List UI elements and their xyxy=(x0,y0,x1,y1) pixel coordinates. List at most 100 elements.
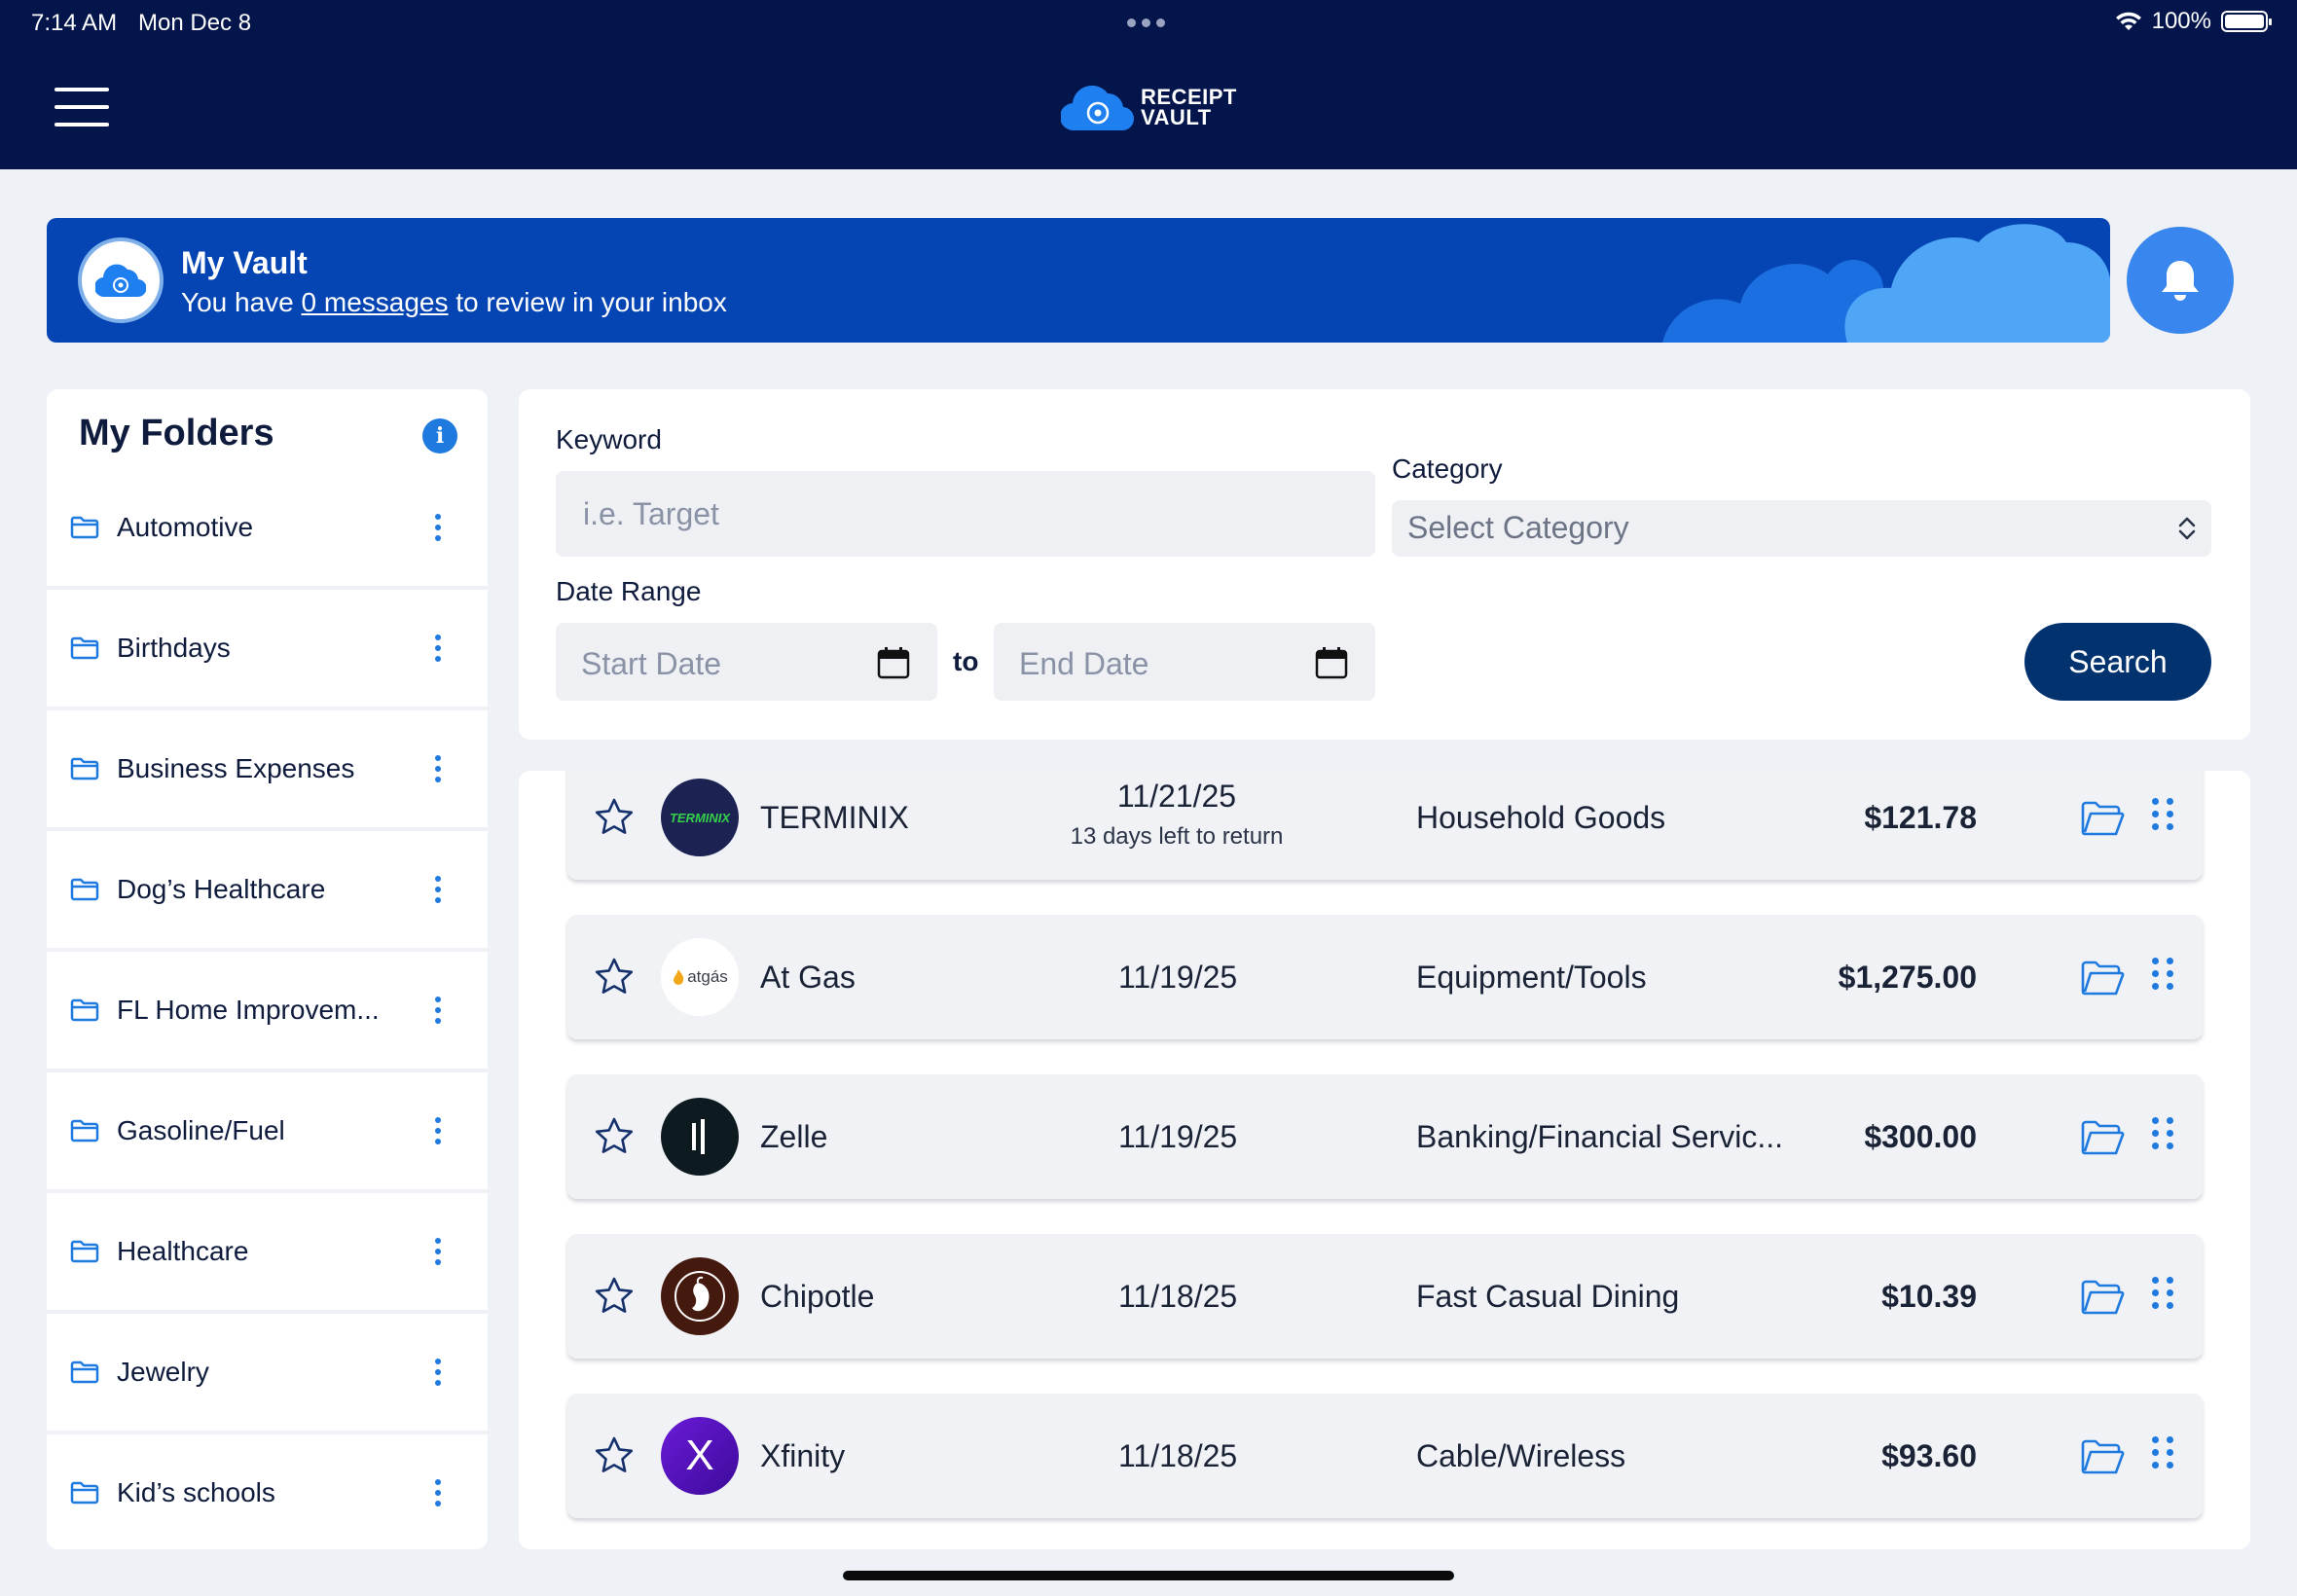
category-select-value: Select Category xyxy=(1407,510,1629,545)
bell-icon xyxy=(2162,261,2199,301)
receipt-date: 11/18/25 xyxy=(1118,1279,1238,1314)
folder-label: Business Expenses xyxy=(117,753,355,783)
return-window-note: 13 days left to return xyxy=(1070,823,1284,850)
battery-icon xyxy=(2221,11,2272,32)
receipt-amount: $300.00 xyxy=(1864,1119,1977,1154)
folder-label: Healthcare xyxy=(117,1236,249,1266)
folder-more-icon[interactable] xyxy=(431,1117,445,1144)
folder-item[interactable]: Healthcare xyxy=(47,1193,488,1314)
vault-title: My Vault xyxy=(181,245,308,280)
to-label: to xyxy=(953,646,979,676)
folder-label: Kid’s schools xyxy=(117,1477,275,1507)
receipt-date: 11/19/25 xyxy=(1118,1119,1238,1154)
folder-more-icon[interactable] xyxy=(431,514,445,541)
folder-more-icon[interactable] xyxy=(431,755,445,782)
folder-item[interactable]: Birthdays xyxy=(47,590,488,710)
receipt-date: 11/21/25 xyxy=(1116,779,1237,814)
favorite-star-icon[interactable] xyxy=(593,796,636,839)
receipt-date: 11/19/25 xyxy=(1118,960,1238,995)
hamburger-menu-button[interactable] xyxy=(55,88,109,127)
favorite-star-icon[interactable] xyxy=(593,1275,636,1318)
zelle-icon xyxy=(692,1119,705,1154)
move-to-folder-icon[interactable] xyxy=(2080,1279,2125,1316)
folder-icon xyxy=(70,1240,99,1263)
status-right: 100% xyxy=(2115,8,2272,35)
folder-icon xyxy=(70,878,99,901)
vault-cloud-icon xyxy=(95,264,146,298)
folders-panel: My Folders i Automotive Birthdays Business… xyxy=(47,389,488,1549)
drag-handle-icon[interactable] xyxy=(2152,958,2173,990)
folder-item[interactable]: Dog’s Healthcare xyxy=(47,831,488,952)
wifi-icon xyxy=(2115,12,2141,30)
vault-message-prefix: You have xyxy=(181,287,302,317)
folder-label: Jewelry xyxy=(117,1357,209,1387)
keyword-input[interactable] xyxy=(556,471,1375,557)
folder-item[interactable]: Jewelry xyxy=(47,1314,488,1434)
folder-more-icon[interactable] xyxy=(431,1479,445,1506)
folder-icon xyxy=(70,516,99,539)
drag-handle-icon[interactable] xyxy=(2152,798,2173,830)
messages-link[interactable]: 0 messages xyxy=(301,287,449,317)
receipt-row[interactable]: Zelle 11/19/25 Banking/Financial Servic...… xyxy=(567,1074,2203,1199)
receipt-row[interactable]: TERMINIX TERMINIX 11/21/25 13 days left to … xyxy=(567,771,2203,880)
folder-more-icon[interactable] xyxy=(431,635,445,662)
logo-text: X xyxy=(685,1432,714,1479)
atgas-logo: atgás xyxy=(661,938,739,1016)
move-to-folder-icon[interactable] xyxy=(2080,1119,2125,1156)
folder-item[interactable]: Kid’s schools xyxy=(47,1434,488,1549)
multitasking-dots-icon[interactable] xyxy=(1127,18,1165,27)
logo-line-1: RECEIPT xyxy=(1141,85,1237,109)
folder-icon xyxy=(70,998,99,1022)
category-label: Category xyxy=(1392,453,1503,484)
folder-more-icon[interactable] xyxy=(431,997,445,1024)
info-icon[interactable]: i xyxy=(422,418,457,453)
favorite-star-icon[interactable] xyxy=(593,1115,636,1158)
receipt-amount: $93.60 xyxy=(1881,1438,1977,1473)
drag-handle-icon[interactable] xyxy=(2152,1277,2173,1309)
zelle-logo xyxy=(661,1098,739,1176)
search-button[interactable]: Search xyxy=(2024,623,2211,701)
folder-icon xyxy=(70,1360,99,1384)
search-panel: Keyword Category Select Category Date Ra… xyxy=(519,389,2250,740)
status-time: 7:14 AM xyxy=(31,10,118,36)
category-select[interactable]: Select Category xyxy=(1392,500,2211,557)
receipt-row[interactable]: Chipotle 11/18/25 Fast Casual Dining $10.39 xyxy=(567,1234,2203,1359)
folder-label: Dog’s Healthcare xyxy=(117,874,326,904)
merchant-name: TERMINIX xyxy=(760,800,909,835)
vault-message-suffix: to review in your inbox xyxy=(448,287,727,317)
folder-more-icon[interactable] xyxy=(431,876,445,903)
logo-text: atgás xyxy=(687,967,728,986)
notifications-bell-button[interactable] xyxy=(2127,227,2234,334)
folder-item[interactable]: Gasoline/Fuel xyxy=(47,1072,488,1193)
merchant-name: At Gas xyxy=(760,960,856,995)
folder-more-icon[interactable] xyxy=(431,1238,445,1265)
folder-more-icon[interactable] xyxy=(431,1359,445,1386)
receipt-row[interactable]: X Xfinity 11/18/25 Cable/Wireless $93.60 xyxy=(567,1394,2203,1518)
receipt-amount: $1,275.00 xyxy=(1838,960,1977,995)
home-indicator[interactable] xyxy=(843,1571,1454,1580)
folder-item[interactable]: Automotive xyxy=(47,469,488,590)
receipt-row[interactable]: atgás At Gas 11/19/25 Equipment/Tools $1,275… xyxy=(567,915,2203,1039)
end-date-placeholder: End Date xyxy=(1019,646,1149,681)
start-date-field[interactable]: Start Date xyxy=(556,623,937,701)
move-to-folder-icon[interactable] xyxy=(2080,1438,2125,1475)
drag-handle-icon[interactable] xyxy=(2152,1117,2173,1149)
folder-icon xyxy=(70,1119,99,1143)
end-date-field[interactable]: End Date xyxy=(994,623,1375,701)
pepper-icon xyxy=(675,1271,725,1322)
folder-item[interactable]: FL Home Improvem... xyxy=(47,952,488,1072)
receipt-vault-logo: RECEIPT VAULT xyxy=(1061,82,1237,132)
move-to-folder-icon[interactable] xyxy=(2080,960,2125,997)
folder-list: Automotive Birthdays Business Expenses Dog’… xyxy=(47,469,488,1549)
date-range-label: Date Range xyxy=(556,576,702,606)
receipt-category: Fast Casual Dining xyxy=(1416,1279,1680,1314)
move-to-folder-icon[interactable] xyxy=(2080,800,2125,837)
favorite-star-icon[interactable] xyxy=(593,1434,636,1477)
folder-item[interactable]: Business Expenses xyxy=(47,710,488,831)
cloud-logo-icon xyxy=(1061,85,1134,131)
drag-handle-icon[interactable] xyxy=(2152,1436,2173,1469)
chevron-up-down-icon xyxy=(2178,517,2196,540)
start-date-placeholder: Start Date xyxy=(581,646,722,681)
favorite-star-icon[interactable] xyxy=(593,956,636,998)
logo-line-2: VAULT xyxy=(1141,105,1212,129)
